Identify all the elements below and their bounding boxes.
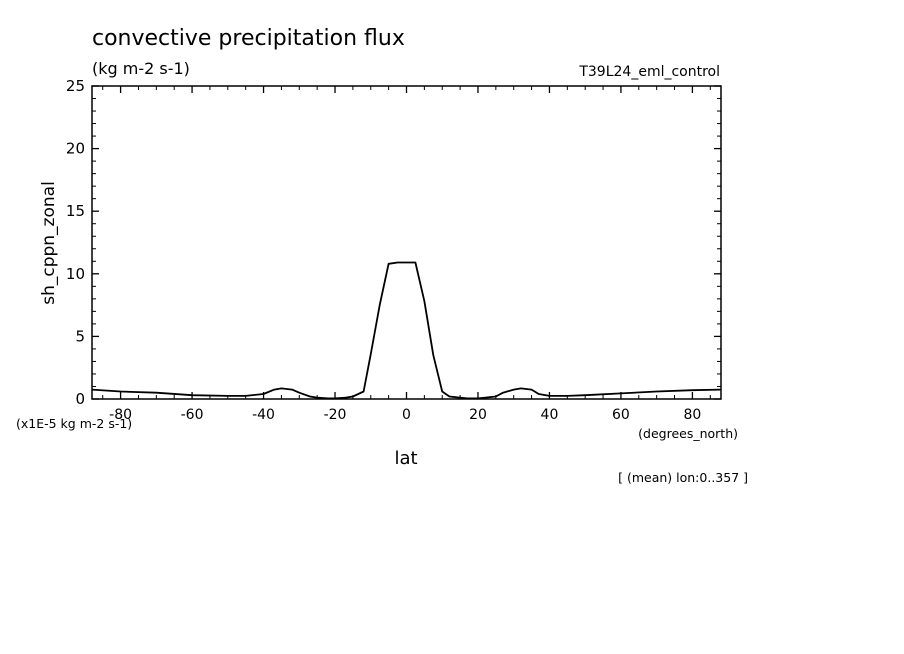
x-axis-minor-ticks xyxy=(102,86,711,399)
x-tick-label: -40 xyxy=(252,407,275,423)
chart-title: convective precipitation flux xyxy=(92,26,405,51)
run-label: T39L24_eml_control xyxy=(578,64,720,80)
x-tick-label: 60 xyxy=(612,407,630,423)
y-axis-ticks: 0 5 10 15 20 25 xyxy=(66,77,721,408)
y-scale-note: (x1E-5 kg m-2 s-1) xyxy=(16,416,132,431)
series-line xyxy=(91,261,722,400)
y-tick-label: 15 xyxy=(66,202,85,220)
y-tick-label: 25 xyxy=(66,77,85,95)
y-axis-minor-ticks xyxy=(92,98,721,387)
x-tick-label: 20 xyxy=(469,407,487,423)
y-tick-label: 20 xyxy=(66,140,85,158)
x-tick-label: -60 xyxy=(181,407,204,423)
x-axis-ticks: -80 -60 -40 -20 0 20 40 60 80 xyxy=(109,86,701,423)
y-tick-label: 10 xyxy=(66,265,85,283)
y-axis-label: sh_cppn_zonal xyxy=(39,181,59,305)
chart-units: (kg m-2 s-1) xyxy=(92,59,190,78)
x-tick-label: 80 xyxy=(683,407,701,423)
y-tick-label: 5 xyxy=(75,327,85,345)
x-tick-label: 40 xyxy=(541,407,559,423)
x-units: (degrees_north) xyxy=(638,426,738,441)
footnote: [ (mean) lon:0..357 ] xyxy=(618,470,748,485)
x-tick-label: -80 xyxy=(109,407,132,423)
x-tick-label: 0 xyxy=(402,407,411,423)
series-layer xyxy=(91,261,722,400)
plot-frame xyxy=(91,85,722,400)
x-axis-label: lat xyxy=(394,448,417,469)
y-tick-label: 0 xyxy=(75,390,85,408)
x-tick-label: -20 xyxy=(324,407,347,423)
